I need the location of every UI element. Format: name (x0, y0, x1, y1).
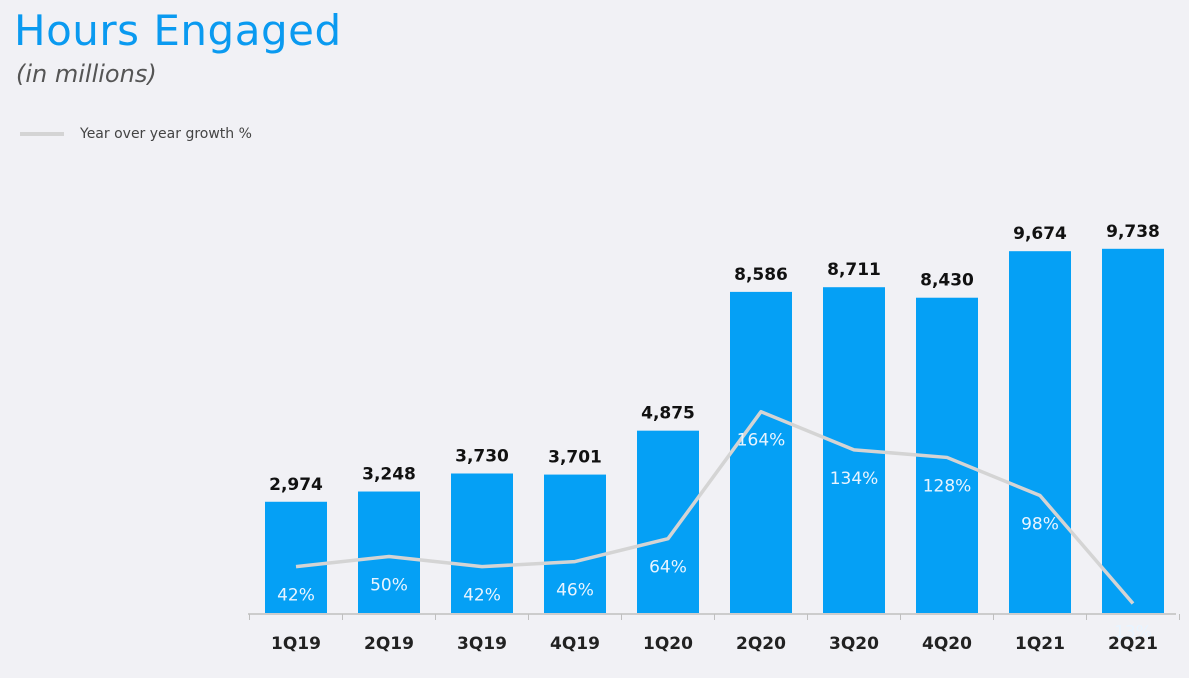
x-tick-label: 2Q19 (364, 634, 414, 654)
bar-value-label: 2,974 (269, 475, 323, 495)
chart-subtitle: (in millions) (16, 60, 157, 88)
growth-pct-label: 42% (277, 586, 315, 606)
bar-4Q19 (544, 474, 606, 613)
chart-legend: Year over year growth % (20, 126, 252, 142)
legend-label-growth: Year over year growth % (80, 126, 252, 142)
bar-2Q19 (358, 491, 420, 613)
bar-1Q19 (265, 501, 327, 613)
bar-value-label: 9,674 (1013, 224, 1067, 244)
bar-value-label: 3,701 (548, 448, 602, 468)
bar-value-label: 4,875 (641, 404, 695, 424)
bar-2Q20 (730, 291, 792, 613)
x-tick-label: 2Q21 (1108, 634, 1158, 654)
x-tick-label: 3Q19 (457, 634, 507, 654)
growth-pct-label: 128% (923, 476, 972, 496)
growth-pct-label: 46% (556, 581, 594, 601)
growth-pct-label: 164% (737, 431, 786, 451)
bar-1Q20 (637, 430, 699, 613)
x-tick-label: 3Q20 (829, 634, 879, 654)
growth-pct-label: 13% (1114, 622, 1152, 642)
growth-pct-label: 134% (830, 469, 879, 489)
growth-pct-label: 42% (463, 586, 501, 606)
bar-value-label: 3,248 (362, 465, 416, 485)
bar-value-label: 8,586 (734, 265, 788, 285)
bar-value-label: 8,711 (827, 260, 881, 280)
x-tick-label: 1Q21 (1015, 634, 1065, 654)
x-tick-label: 4Q20 (922, 634, 972, 654)
chart-title: Hours Engaged (14, 6, 342, 55)
x-tick-label: 1Q19 (271, 634, 321, 654)
bar-3Q19 (451, 473, 513, 613)
growth-line (295, 409, 1135, 605)
bar-1Q21 (1009, 251, 1071, 614)
bar-2Q21 (1102, 248, 1164, 613)
growth-pct-label: 64% (649, 558, 687, 578)
bar-value-label: 3,730 (455, 446, 509, 466)
growth-pct-label: 98% (1021, 515, 1059, 535)
x-tick-label: 4Q19 (550, 634, 600, 654)
growth-pct-label: 50% (370, 576, 408, 596)
x-tick-label: 1Q20 (643, 634, 693, 654)
x-tick-label: 2Q20 (736, 634, 786, 654)
bar-value-label: 9,738 (1106, 222, 1160, 242)
bar-value-label: 8,430 (920, 271, 974, 291)
legend-line-swatch (20, 132, 64, 136)
